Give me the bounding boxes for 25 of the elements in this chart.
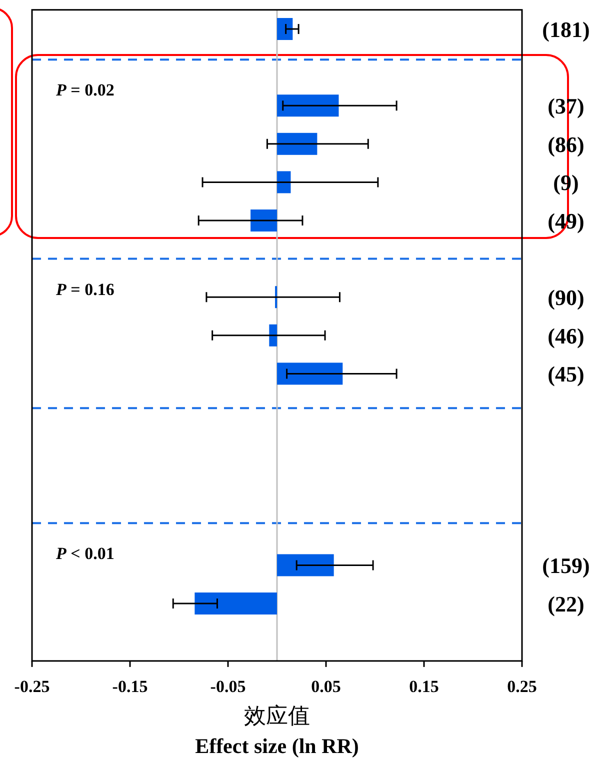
bar — [277, 362, 343, 385]
y-tick-label: (90) — [548, 285, 584, 310]
annotation: P = 0.16 — [55, 280, 114, 299]
x-tick-label: -0.15 — [112, 676, 148, 696]
y-tick-label: (181) — [542, 17, 590, 42]
bar — [250, 210, 277, 232]
x-tick-label: 0.25 — [507, 676, 537, 696]
x-tick-label: -0.25 — [14, 676, 50, 696]
bar — [277, 94, 339, 117]
y-tick-label: (159) — [542, 553, 590, 578]
annotation: P = 0.02 — [55, 80, 114, 100]
x-tick-label: 0.05 — [311, 676, 341, 696]
bar — [194, 592, 277, 614]
bar — [277, 171, 291, 194]
bar — [277, 132, 318, 155]
annotation: P < 0.01 — [55, 544, 114, 564]
x-tick-label: -0.05 — [210, 676, 246, 696]
x-axis-title: 效应值 Effect size (ln RR) — [195, 702, 359, 758]
bar — [277, 554, 334, 576]
bar — [269, 324, 277, 346]
bar — [277, 18, 293, 40]
y-tick-label: (46) — [548, 323, 584, 348]
y-tick-label: (45) — [548, 362, 584, 387]
y-tick-label: (22) — [548, 592, 584, 616]
x-tick-label: 0.15 — [409, 676, 439, 696]
